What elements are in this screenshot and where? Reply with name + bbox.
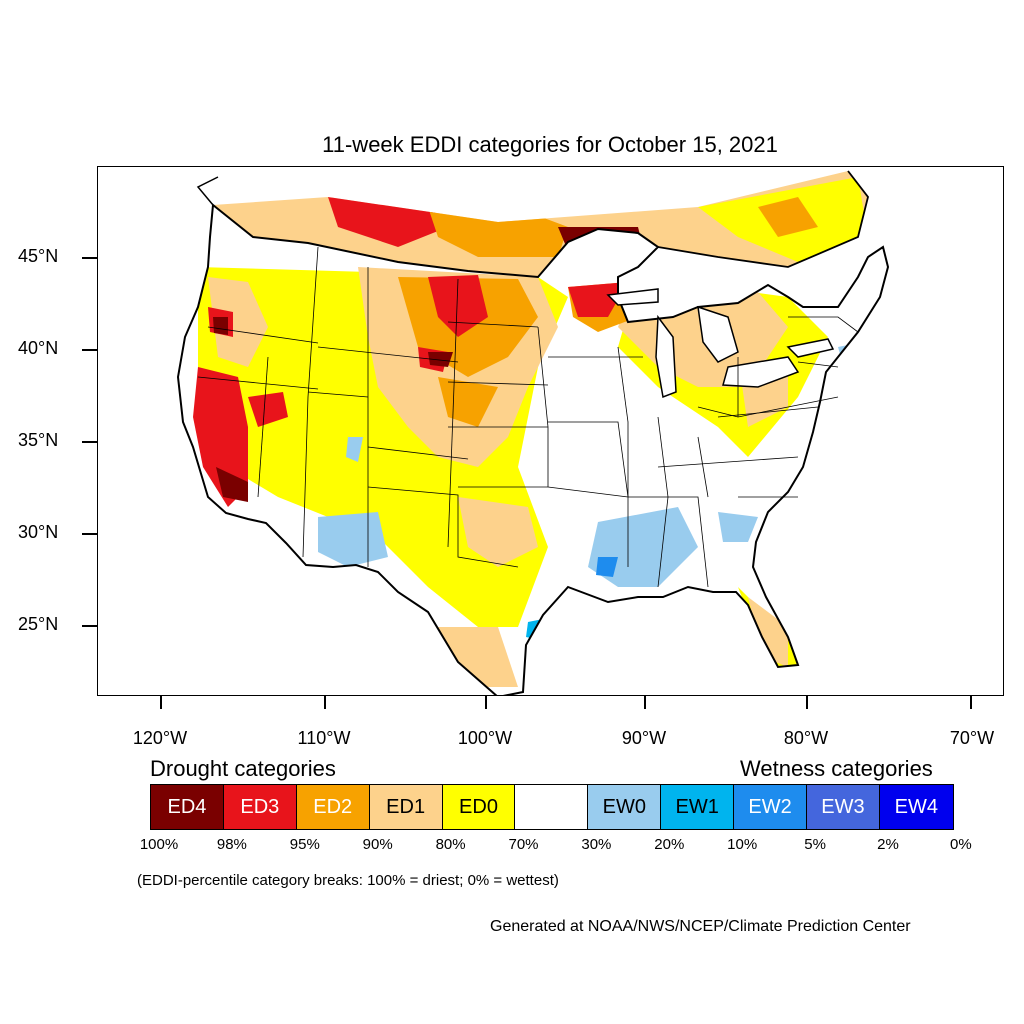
drought-heading: Drought categories (150, 756, 336, 781)
lat-label-40: 40°N (18, 338, 59, 358)
lat-label-45: 45°N (18, 246, 59, 266)
legend-break-label: 2% (877, 836, 899, 853)
lon-label-110: 110°W (297, 728, 351, 748)
legend-break-label: 80% (435, 836, 466, 853)
legend-break-label: 70% (508, 836, 539, 853)
legend-swatch-normal (515, 785, 589, 829)
eddi-map (97, 166, 1004, 696)
legend-break-label: 100% (139, 836, 179, 853)
lon-tick (324, 696, 326, 709)
lat-label-25: 25°N (18, 614, 59, 634)
lat-label-30: 30°N (18, 522, 59, 542)
lat-tick (82, 349, 97, 351)
legend-swatch-ew1: EW1 (661, 785, 735, 829)
legend-swatch-ew3: EW3 (807, 785, 880, 829)
lon-label-120: 120°W (132, 728, 188, 748)
lon-label-70: 70°W (949, 728, 995, 748)
legend-break-label: 0% (950, 836, 972, 853)
lon-tick (160, 696, 162, 709)
legend-swatch-ew0: EW0 (588, 785, 662, 829)
legend-break-label: 30% (581, 836, 612, 853)
state-boundaries (197, 246, 859, 588)
lon-label-90: 90°W (621, 728, 667, 748)
legend-break-label: 20% (654, 836, 685, 853)
legend-note: (EDDI-percentile category breaks: 100% =… (137, 872, 559, 889)
legend-swatch-ed0: ED0 (442, 785, 516, 829)
lat-tick (82, 441, 97, 443)
lat-label-35: 35°N (18, 430, 59, 450)
legend-colorbar: ED4 ED3 ED2 ED1 ED0 EW0 EW1 EW2 EW3 EW4 (150, 784, 954, 830)
legend-swatch-ed3: ED3 (223, 785, 297, 829)
legend-break-label: 90% (362, 836, 393, 853)
map-title: 11-week EDDI categories for October 15, … (322, 132, 778, 157)
lon-tick (644, 696, 646, 709)
map-canvas (176, 170, 890, 695)
legend-swatch-ed2: ED2 (296, 785, 370, 829)
legend-swatch-ed1: ED1 (369, 785, 443, 829)
legend-break-label: 5% (804, 836, 826, 853)
legend-swatch-ew4: EW4 (879, 785, 953, 829)
lat-tick (82, 257, 97, 259)
lon-tick (485, 696, 487, 709)
credit-line: Generated at NOAA/NWS/NCEP/Climate Predi… (490, 918, 911, 935)
lat-tick (82, 625, 97, 627)
legend-swatch-ed4: ED4 (151, 785, 224, 829)
legend-break-label: 10% (727, 836, 758, 853)
legend-break-label: 95% (289, 836, 320, 853)
legend-break-label: 98% (216, 836, 247, 853)
legend-swatch-ew2: EW2 (734, 785, 808, 829)
lon-tick (970, 696, 972, 709)
wetness-heading: Wetness categories (740, 756, 933, 781)
lon-label-100: 100°W (457, 728, 513, 748)
lon-label-80: 80°W (783, 728, 829, 748)
lon-tick (806, 696, 808, 709)
lat-tick (82, 533, 97, 535)
